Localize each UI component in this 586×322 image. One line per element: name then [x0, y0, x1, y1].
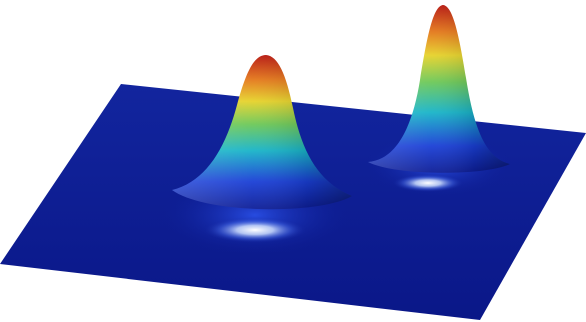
left-peak [172, 55, 352, 210]
right-peak-highlight [392, 174, 464, 192]
left-peak-highlight [203, 217, 307, 243]
right-peak [368, 5, 510, 173]
